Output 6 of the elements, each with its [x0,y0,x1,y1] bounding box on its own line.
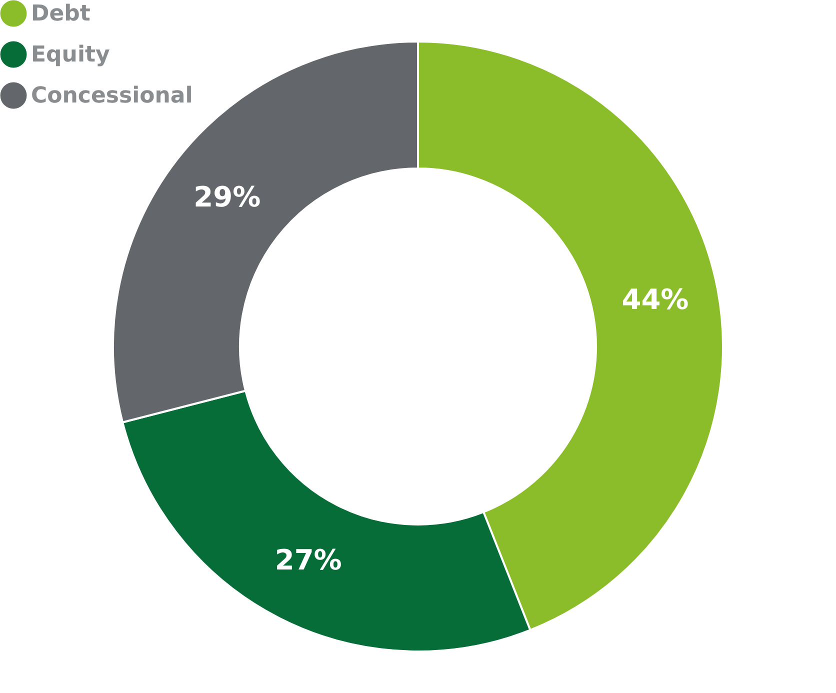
legend-label: Equity [31,42,110,68]
data-label: 44% [622,283,689,316]
data-label: 27% [274,544,342,577]
legend-label: Concessional [31,84,193,108]
legend-label: Debt [31,2,91,26]
data-label: 29% [194,180,261,214]
